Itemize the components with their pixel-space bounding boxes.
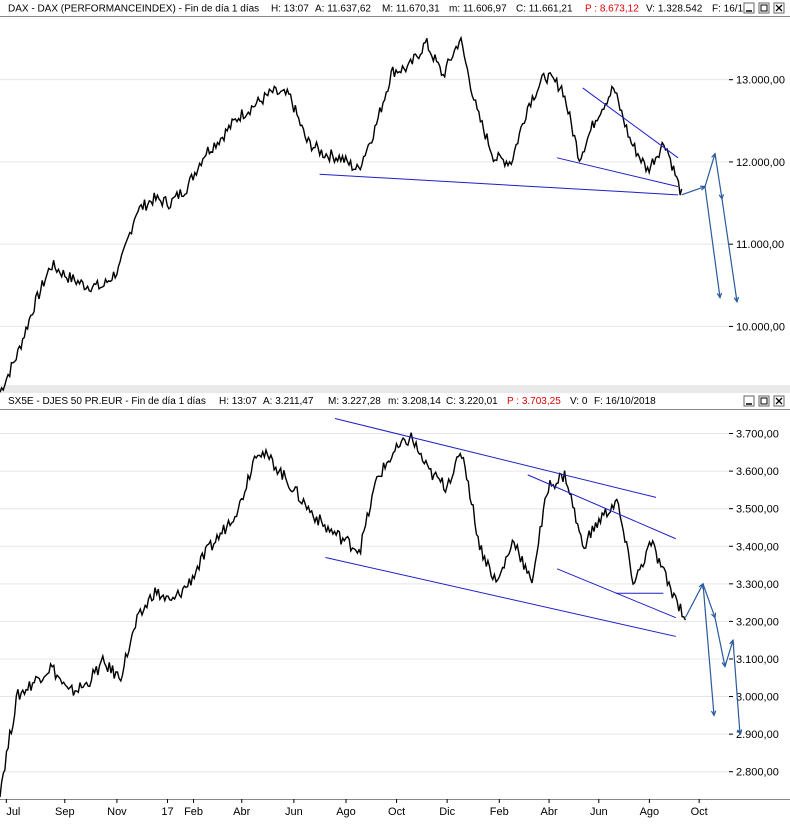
x-tick-label: Oct	[388, 806, 405, 818]
sx5e-projection-arrow	[714, 617, 726, 667]
sx5e-y-tick-label: 3.600,00	[736, 466, 779, 478]
sx5e-price-line	[0, 432, 687, 798]
panel-splitter[interactable]	[0, 385, 790, 393]
dax-header-open: A: 11.637,62	[315, 4, 371, 15]
sx5e-projection-arrow	[724, 640, 734, 667]
minimize-icon[interactable]	[743, 2, 755, 14]
dax-header-date: F: 16/1	[712, 4, 744, 15]
sx5e-header-date: F: 16/10/2018	[594, 396, 656, 407]
x-tick-label: 17	[161, 806, 173, 818]
dax-header-p: P : 8.673,12	[585, 4, 639, 15]
dax-y-tick-label: 12.000,00	[736, 157, 785, 169]
dax-window-buttons	[743, 2, 785, 14]
sx5e-y-tick-label: 3.400,00	[736, 541, 779, 553]
sx5e-header-open: A: 3.211,47	[263, 396, 314, 407]
restore-icon[interactable]	[758, 2, 770, 14]
x-tick-label: Ago	[336, 806, 356, 818]
sx5e-projection-arrow	[684, 583, 704, 618]
sx5e-arrowhead	[736, 729, 743, 736]
sx5e-y-tick-label: 3.300,00	[736, 579, 779, 591]
sx5e-plot-area: 2.800,00 2.900,00 3.000,00 3.100,00 3.200,00…	[0, 418, 779, 798]
x-tick-label: Abr	[233, 806, 250, 818]
sx5e-y-tick-label: 3.500,00	[736, 504, 779, 516]
sx5e-trendline[interactable]	[334, 418, 657, 498]
dax-header-time: H: 13:07	[271, 4, 309, 15]
dax-y-tick-label: 11.000,00	[736, 239, 784, 251]
sx5e-trendline[interactable]	[527, 474, 677, 540]
dax-arrowhead	[716, 292, 723, 300]
sx5e-header-high: M: 3.227,28	[328, 396, 381, 407]
x-tick-label: Oct	[691, 806, 708, 818]
dax-header-high: M: 11.670,31	[382, 4, 440, 15]
x-tick-label: Abr	[540, 806, 557, 818]
sx5e-projection-arrow	[702, 583, 716, 618]
dax-projection-arrow	[681, 186, 706, 196]
dax-projection-arrow	[721, 198, 738, 302]
dax-header-volume: V: 1.328.542	[646, 4, 703, 15]
dax-header-low: m: 11.606,97	[449, 4, 507, 15]
sx5e-y-tick-label: 3.200,00	[736, 616, 779, 628]
sx5e-y-tick-label: 2.900,00	[736, 729, 779, 741]
sx5e-header-time: H: 13:07	[219, 396, 257, 407]
dax-header-bar	[0, 0, 790, 16]
sx5e-header-volume: V: 0	[570, 396, 588, 407]
sx5e-y-tick-label: 3.100,00	[736, 654, 779, 666]
dax-price-line	[0, 35, 683, 393]
dax-plot-area: 10.000,00 11.000,00 12.000,00 13.000,00	[0, 35, 785, 393]
dax-projection-arrow	[704, 153, 716, 187]
x-tick-label: Jun	[285, 806, 303, 818]
minimize-icon[interactable]	[743, 395, 755, 407]
x-tick-label: Feb	[490, 806, 509, 818]
dax-arrowhead	[733, 296, 740, 304]
sx5e-header-name: SX5E - DJES 50 PR.EUR - Fin de día 1 día…	[8, 396, 206, 407]
sx5e-header-p: P : 3.703,25	[507, 396, 561, 407]
sx5e-header-close: C: 3.220,01	[446, 396, 498, 407]
dax-trendline[interactable]	[319, 173, 679, 196]
sx5e-projection-arrow	[732, 640, 741, 735]
sx5e-y-tick-label: 3.000,00	[736, 692, 779, 704]
dax-trendline[interactable]	[582, 87, 679, 159]
time-axis: Jul Sep Nov 17 Feb Abr Jun Ago Oct Dic Feb Abr Jun Ag…	[5, 799, 708, 818]
sx5e-window-buttons	[743, 395, 785, 407]
x-tick-label: Jul	[6, 806, 20, 818]
dax-trendline[interactable]	[556, 157, 679, 188]
dax-projection-arrow	[714, 153, 723, 200]
sx5e-trendline[interactable]	[325, 557, 676, 637]
sx5e-y-tick-label: 3.700,00	[736, 429, 779, 441]
x-tick-label: Ago	[640, 806, 660, 818]
sx5e-header-low: m: 3.208,14	[388, 396, 441, 407]
sx5e-y-tick-label: 2.800,00	[736, 767, 779, 779]
restore-icon[interactable]	[758, 395, 770, 407]
dax-header-close: C: 11.661,21	[516, 4, 573, 15]
dax-y-tick-label: 10.000,00	[736, 321, 785, 333]
dax-header-name: DAX - DAX (PERFORMANCEINDEX) - Fin de dí…	[8, 4, 259, 15]
x-tick-label: Nov	[107, 806, 127, 818]
x-tick-label: Jun	[590, 806, 608, 818]
dax-projection-arrow	[704, 186, 721, 298]
sx5e-projection-arrow	[702, 583, 715, 716]
x-tick-label: Sep	[55, 806, 75, 818]
x-tick-label: Dic	[439, 806, 455, 818]
dax-y-tick-label: 13.000,00	[736, 75, 785, 87]
sx5e-arrowhead	[710, 710, 717, 717]
x-tick-label: Feb	[184, 806, 203, 818]
